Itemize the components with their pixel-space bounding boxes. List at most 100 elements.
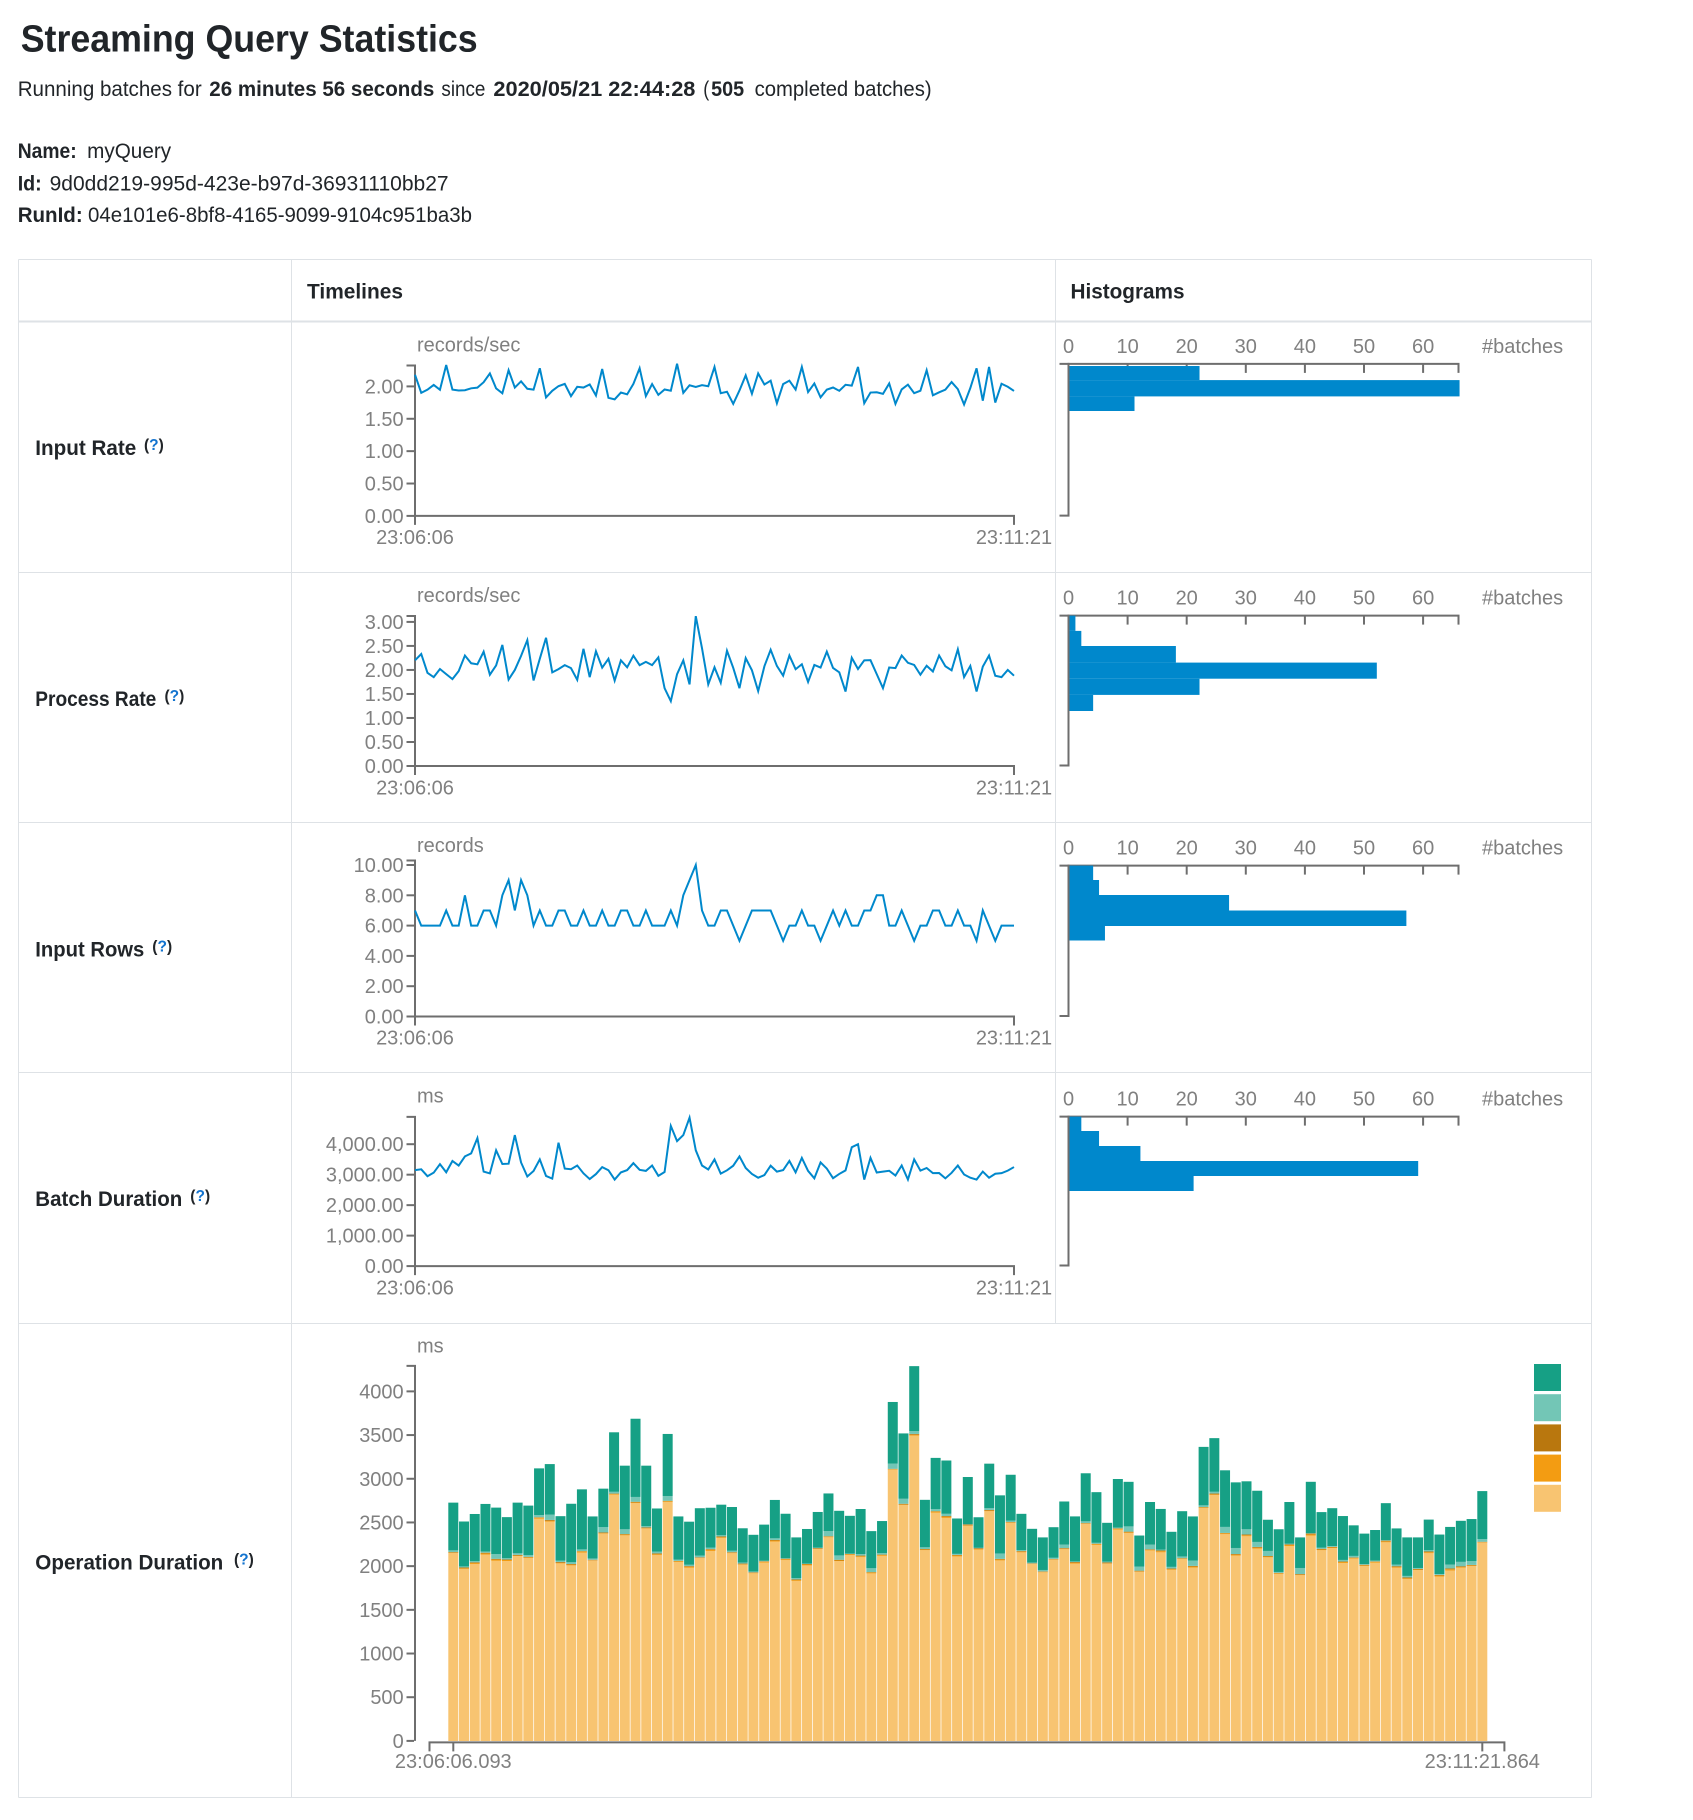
svg-text:60: 60 (1412, 1089, 1434, 1111)
svg-text:2.50: 2.50 (365, 636, 404, 658)
svg-text:0.50: 0.50 (365, 732, 404, 754)
svg-text:0.50: 0.50 (365, 474, 404, 496)
svg-text:#batches: #batches (1482, 838, 1563, 860)
svg-text:#batches: #batches (1482, 588, 1563, 610)
svg-text:9d0dd219-995d-423e-b97d-369311: 9d0dd219-995d-423e-b97d-36931110bb27 (50, 173, 449, 196)
svg-text:ms: ms (417, 1085, 444, 1107)
svg-text:(: ( (703, 78, 709, 101)
svg-text:records: records (417, 835, 484, 857)
svg-text:#batches: #batches (1482, 336, 1563, 358)
svg-text:23:11:21: 23:11:21 (976, 527, 1052, 549)
svg-text:1.50: 1.50 (365, 684, 404, 706)
svg-text:23:11:21: 23:11:21 (976, 777, 1052, 799)
svg-text:0: 0 (1063, 838, 1074, 860)
svg-text:0.00: 0.00 (365, 756, 404, 778)
svg-text:Id:: Id: (18, 173, 42, 196)
svg-text:50: 50 (1353, 1089, 1375, 1111)
svg-text:3.00: 3.00 (365, 612, 404, 634)
svg-text:60: 60 (1412, 588, 1434, 610)
svg-text:(?): (?) (152, 938, 172, 955)
svg-text:20: 20 (1176, 1089, 1198, 1111)
svg-text:(?): (?) (165, 688, 185, 705)
svg-text:Input Rows: Input Rows (35, 937, 144, 961)
svg-text:0: 0 (1063, 336, 1074, 358)
svg-text:23:06:06: 23:06:06 (376, 1278, 454, 1300)
svg-text:505: 505 (711, 78, 744, 101)
svg-text:10: 10 (1116, 336, 1138, 358)
svg-text:2020/05/21 22:44:28: 2020/05/21 22:44:28 (493, 78, 695, 101)
svg-text:1.00: 1.00 (365, 708, 404, 730)
svg-text:1500: 1500 (359, 1600, 404, 1622)
svg-text:30: 30 (1235, 1089, 1257, 1111)
svg-text:records/sec: records/sec (417, 585, 520, 607)
svg-text:40: 40 (1294, 1089, 1316, 1111)
svg-text:8.00: 8.00 (365, 885, 404, 907)
svg-text:60: 60 (1412, 336, 1434, 358)
svg-text:30: 30 (1235, 588, 1257, 610)
svg-text:1.50: 1.50 (365, 409, 404, 431)
svg-text:1,000.00: 1,000.00 (326, 1226, 404, 1248)
svg-text:30: 30 (1235, 838, 1257, 860)
svg-text:23:06:06.093: 23:06:06.093 (395, 1751, 512, 1773)
svg-text:6.00: 6.00 (365, 916, 404, 938)
svg-text:40: 40 (1294, 336, 1316, 358)
svg-text:Running batches for: Running batches for (18, 78, 202, 101)
svg-text:Name:: Name: (18, 140, 77, 163)
svg-text:since: since (441, 78, 485, 101)
svg-text:26 minutes 56 seconds: 26 minutes 56 seconds (209, 78, 434, 101)
svg-text:0: 0 (393, 1731, 404, 1753)
svg-text:(?): (?) (144, 437, 164, 454)
svg-text:1.00: 1.00 (365, 441, 404, 463)
svg-text:04e101e6-8bf8-4165-9099-9104c9: 04e101e6-8bf8-4165-9099-9104c951ba3b (88, 204, 472, 227)
svg-text:1000: 1000 (359, 1644, 404, 1666)
svg-text:Streaming Query Statistics: Streaming Query Statistics (21, 19, 478, 61)
svg-text:23:06:06: 23:06:06 (376, 527, 454, 549)
svg-text:10: 10 (1116, 588, 1138, 610)
svg-text:2500: 2500 (359, 1512, 404, 1534)
svg-text:3000: 3000 (359, 1469, 404, 1491)
svg-text:records/sec: records/sec (417, 335, 520, 357)
svg-text:4000: 4000 (359, 1381, 404, 1403)
svg-text:60: 60 (1412, 838, 1434, 860)
svg-text:2.00: 2.00 (365, 660, 404, 682)
svg-text:4,000.00: 4,000.00 (326, 1134, 404, 1156)
svg-text:(?): (?) (234, 1551, 254, 1568)
svg-text:20: 20 (1176, 588, 1198, 610)
svg-text:Timelines: Timelines (307, 281, 403, 304)
svg-text:10: 10 (1116, 838, 1138, 860)
svg-text:23:06:06: 23:06:06 (376, 1028, 454, 1050)
svg-text:50: 50 (1353, 336, 1375, 358)
svg-text:0: 0 (1063, 588, 1074, 610)
svg-text:23:11:21: 23:11:21 (976, 1028, 1052, 1050)
svg-text:2.00: 2.00 (365, 976, 404, 998)
svg-text:50: 50 (1353, 838, 1375, 860)
svg-text:30: 30 (1235, 336, 1257, 358)
svg-text:3,000.00: 3,000.00 (326, 1165, 404, 1187)
svg-text:2,000.00: 2,000.00 (326, 1195, 404, 1217)
svg-text:Input Rate: Input Rate (35, 436, 136, 460)
svg-text:3500: 3500 (359, 1425, 404, 1447)
svg-text:500: 500 (370, 1687, 403, 1709)
svg-text:0.00: 0.00 (365, 1007, 404, 1029)
svg-text:0: 0 (1063, 1089, 1074, 1111)
svg-text:10: 10 (1116, 1089, 1138, 1111)
svg-text:50: 50 (1353, 588, 1375, 610)
svg-text:ms: ms (417, 1336, 444, 1358)
svg-text:Process Rate: Process Rate (35, 687, 156, 711)
svg-text:myQuery: myQuery (87, 140, 171, 163)
svg-text:2000: 2000 (359, 1556, 404, 1578)
svg-text:23:11:21.864: 23:11:21.864 (1425, 1751, 1540, 1773)
svg-text:23:11:21: 23:11:21 (976, 1278, 1052, 1300)
svg-text:Operation Duration: Operation Duration (35, 1550, 223, 1574)
svg-text:completed batches): completed batches) (755, 78, 932, 101)
svg-text:4.00: 4.00 (365, 946, 404, 968)
svg-text:23:06:06: 23:06:06 (376, 777, 454, 799)
svg-text:0.00: 0.00 (365, 506, 404, 528)
svg-text:20: 20 (1176, 336, 1198, 358)
svg-text:40: 40 (1294, 838, 1316, 860)
svg-text:Histograms: Histograms (1071, 281, 1185, 304)
svg-text:10.00: 10.00 (354, 855, 404, 877)
svg-text:20: 20 (1176, 838, 1198, 860)
svg-text:2.00: 2.00 (365, 376, 404, 398)
svg-text:Batch Duration: Batch Duration (35, 1187, 182, 1211)
